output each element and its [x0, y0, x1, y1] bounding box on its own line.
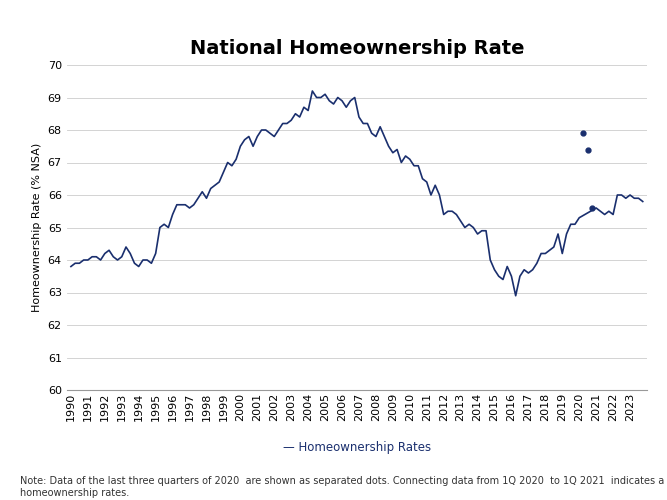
Title: National Homeownership Rate: National Homeownership Rate	[189, 39, 524, 58]
Y-axis label: Homeownership Rate (% NSA): Homeownership Rate (% NSA)	[32, 143, 42, 312]
Text: Note: Data of the last three quarters of 2020  are shown as separated dots. Conn: Note: Data of the last three quarters of…	[20, 476, 667, 498]
Text: — Homeownership Rates: — Homeownership Rates	[283, 441, 431, 454]
